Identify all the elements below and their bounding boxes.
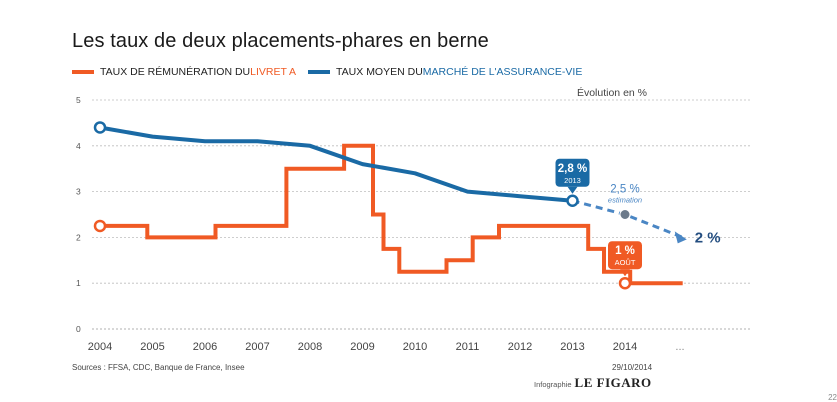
y-tick-label-0: 0 xyxy=(76,324,81,334)
x-tick-label-2012: 2012 xyxy=(508,341,532,353)
x-tick-label-2006: 2006 xyxy=(193,341,217,353)
legend-swatch-assurance xyxy=(308,70,331,74)
legend-item-livret: TAUX DE RÉMUNÉRATION DU LIVRET A xyxy=(72,66,296,78)
unit-label: Évolution en % xyxy=(576,87,647,99)
publication-date: 29/10/2014 xyxy=(612,363,653,372)
callout-pointer-3 xyxy=(620,269,630,277)
legend-label-livret-highlight: LIVRET A xyxy=(250,66,297,78)
annotation-value-1: 2,5 % xyxy=(610,184,639,196)
marker-livret-2004 xyxy=(93,219,107,233)
series-line-livret-a xyxy=(100,143,683,286)
x-tick-label-2005: 2005 xyxy=(140,341,164,353)
projection-arrowhead xyxy=(674,231,687,244)
page-number: 22 xyxy=(828,393,837,402)
callout-pointer-0 xyxy=(567,186,578,194)
x-tick-label-2008: 2008 xyxy=(298,341,322,353)
marker-assurance-2004 xyxy=(93,121,107,134)
x-tick-label-2004: 2004 xyxy=(88,341,112,353)
callout-sub-3: AOÛT xyxy=(615,258,636,267)
legend-swatch-livret xyxy=(72,70,94,74)
annotation-sub-1: estimation xyxy=(608,196,642,205)
callout-box-0 xyxy=(555,158,590,187)
callout-box-3 xyxy=(608,241,642,270)
marker-callout-3 xyxy=(618,276,632,290)
callout-sub-0: 2013 xyxy=(564,176,581,185)
marker-callout-0 xyxy=(566,194,579,208)
x-tick-label-2011: 2011 xyxy=(456,341,480,353)
callout-value-3: 1 % xyxy=(615,245,635,257)
credit-prefix: Infographie xyxy=(534,380,572,389)
credit-brand-logo: LE FIGARO xyxy=(574,375,652,390)
x-tick-label-2009: 2009 xyxy=(350,341,374,353)
sources-note: Sources : FFSA, CDC, Banque de France, I… xyxy=(72,363,245,372)
series-line-assurance-vie xyxy=(99,125,573,203)
y-tick-label-2: 2 xyxy=(76,232,81,242)
y-tick-label-4: 4 xyxy=(76,141,81,151)
x-tick-label-2010: 2010 xyxy=(403,341,427,353)
y-tick-label-3: 3 xyxy=(76,187,81,197)
marker-estimation-1 xyxy=(619,209,631,220)
chart-title: Les taux de deux placements-phares en be… xyxy=(72,30,489,52)
legend-label-assurance-prefix: TAUX MOYEN DU xyxy=(336,66,423,78)
infographic-credit: Infographie LE FIGARO xyxy=(534,375,652,391)
y-tick-label-5: 5 xyxy=(76,95,81,105)
legend-label-assurance-highlight: MARCHÉ DE L'ASSURANCE-VIE xyxy=(422,66,583,78)
x-tick-label-2013: 2013 xyxy=(560,341,584,353)
annotation-end-value-2: 2 % xyxy=(695,229,721,246)
x-tick-label-2007: 2007 xyxy=(245,341,269,353)
x-tick-label-2014: 2014 xyxy=(613,341,637,353)
legend-item-assurance: TAUX MOYEN DU MARCHÉ DE L'ASSURANCE-VIE xyxy=(308,66,582,78)
x-tick-ellipsis: ... xyxy=(675,341,684,353)
chart-legend: TAUX DE RÉMUNÉRATION DU LIVRET A TAUX MO… xyxy=(72,66,594,78)
callout-value-0: 2,8 % xyxy=(558,163,587,175)
y-tick-label-1: 1 xyxy=(76,278,81,288)
legend-label-livret-prefix: TAUX DE RÉMUNÉRATION DU xyxy=(100,66,251,78)
